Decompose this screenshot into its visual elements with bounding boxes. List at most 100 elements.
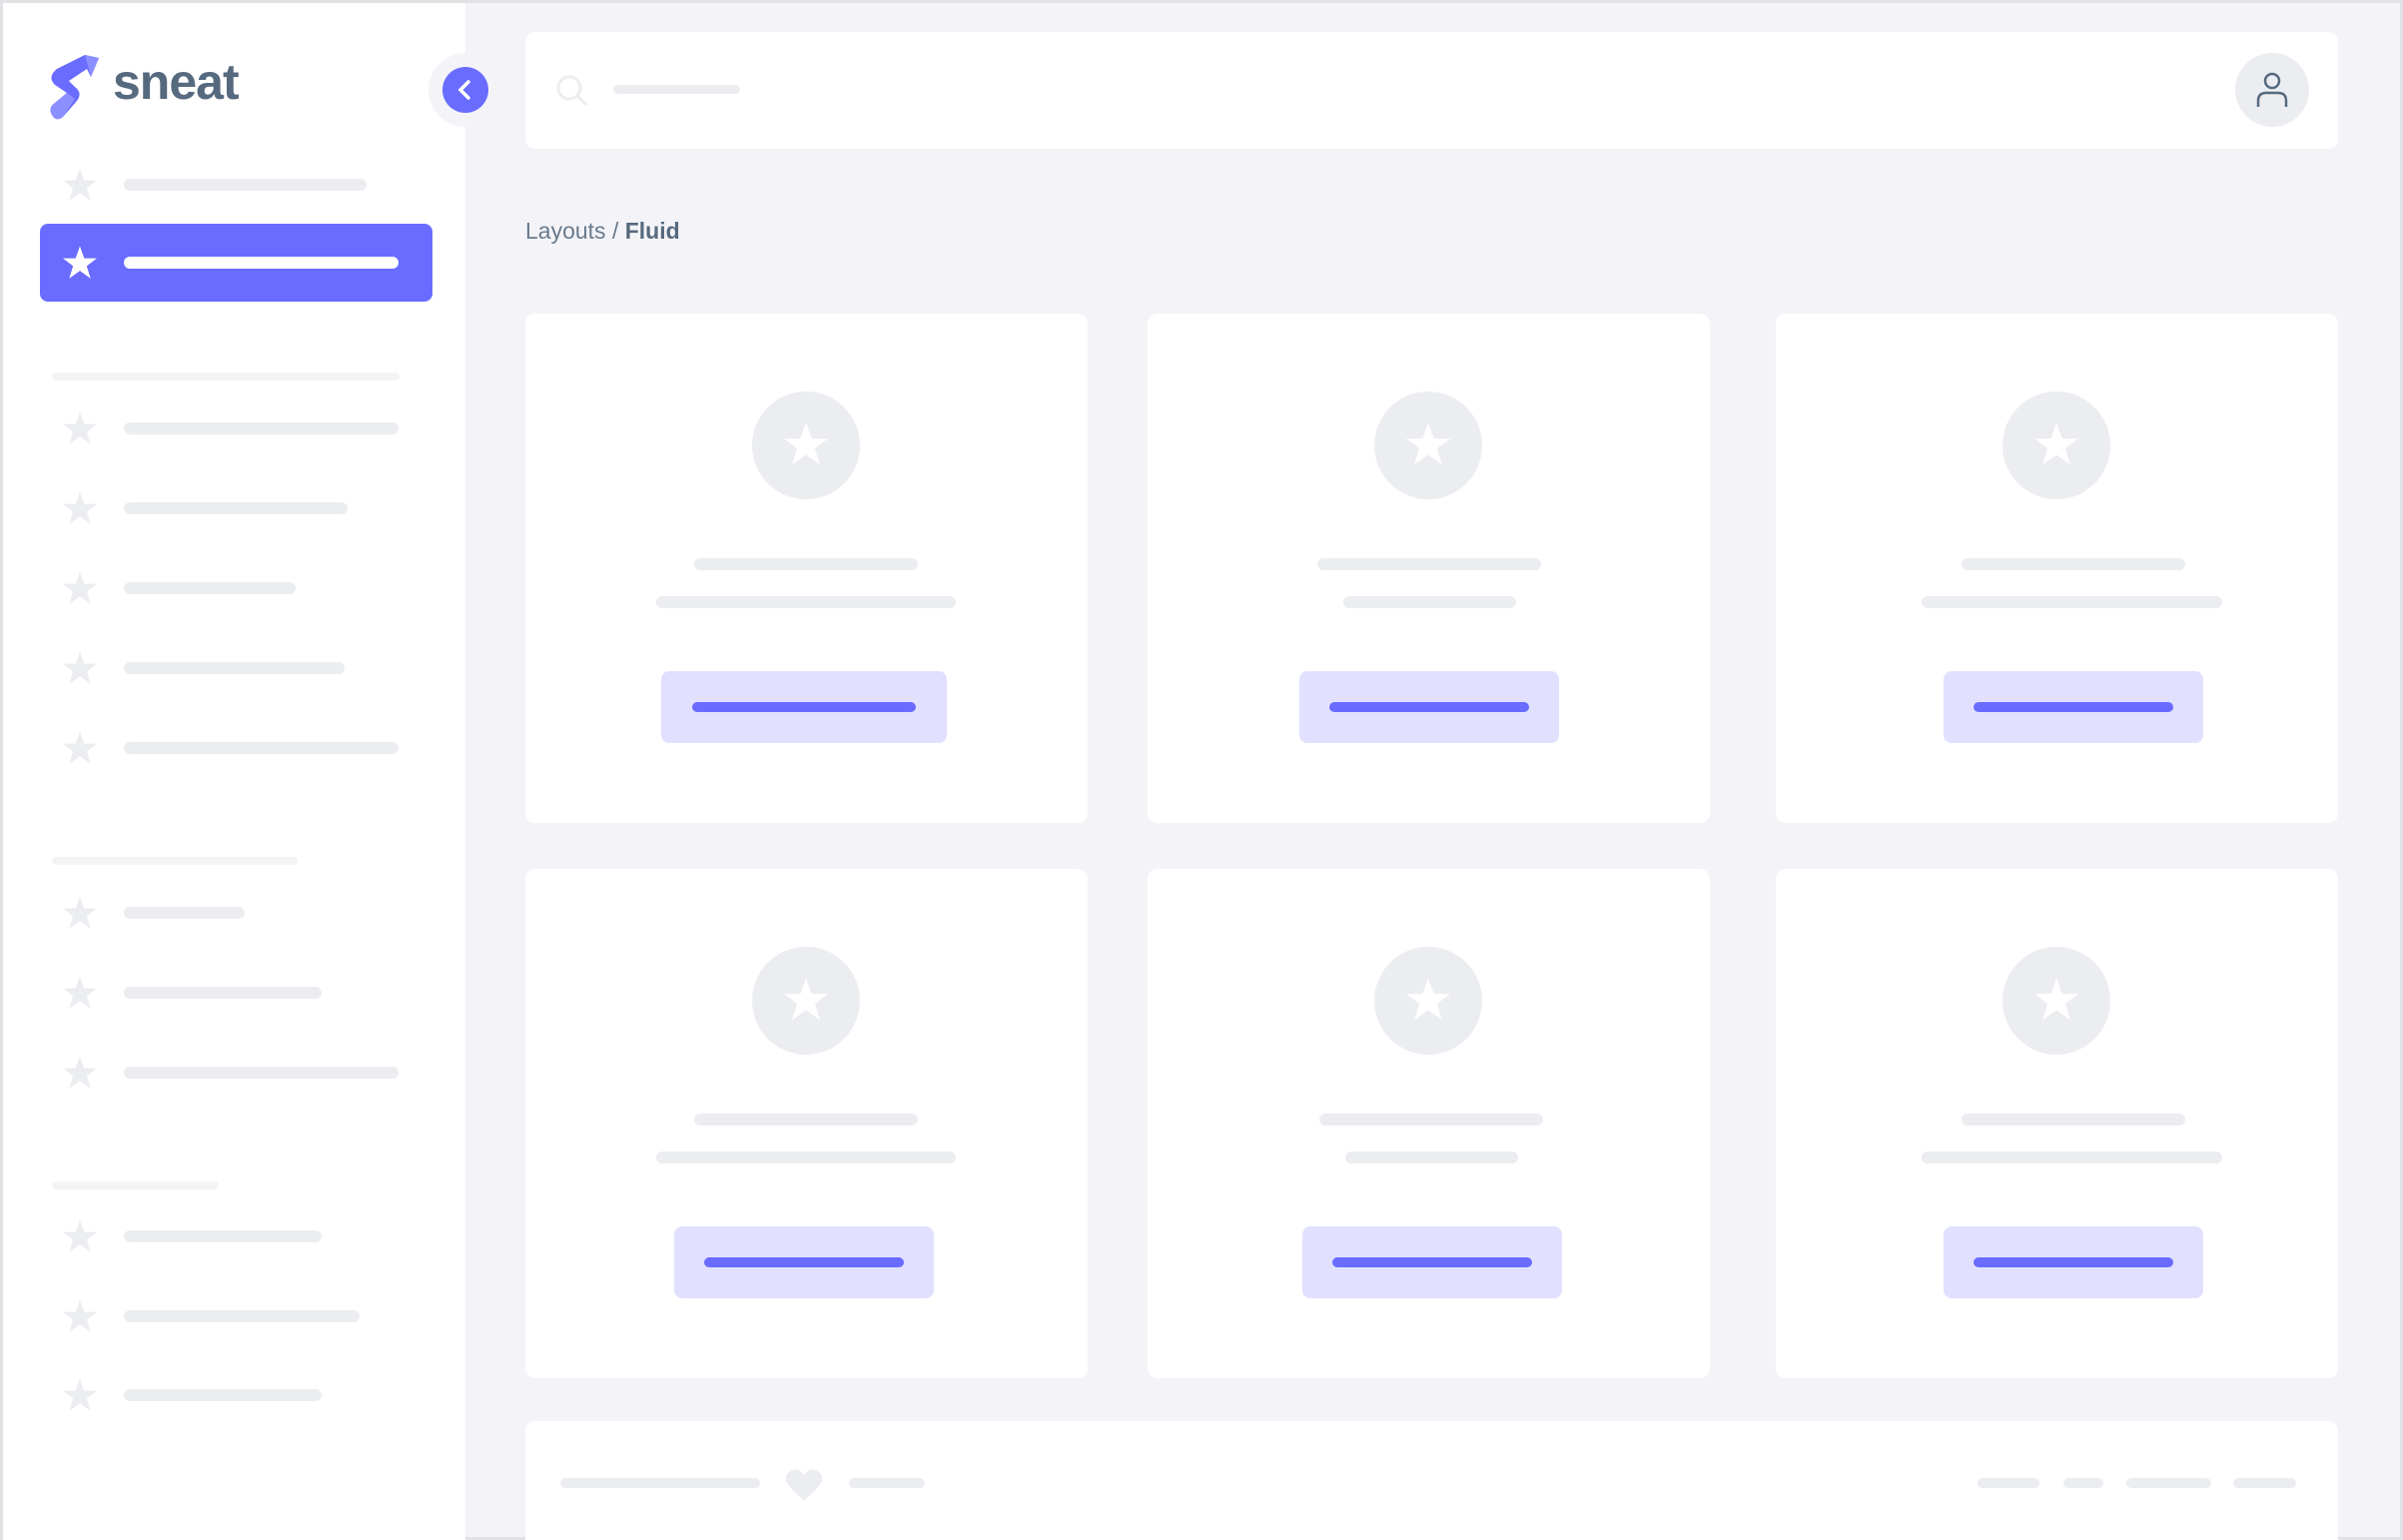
card <box>525 314 1088 823</box>
star-icon <box>60 974 100 1014</box>
search-input[interactable] <box>613 85 740 94</box>
card-icon <box>752 391 860 499</box>
sidebar-item[interactable] <box>40 874 432 952</box>
sidebar-item[interactable] <box>40 1277 432 1355</box>
footer-link[interactable] <box>2063 1478 2103 1488</box>
star-icon <box>1402 419 1454 471</box>
star-icon <box>60 729 100 769</box>
skeleton-line <box>124 1310 360 1322</box>
star-icon <box>60 244 100 284</box>
star-icon <box>60 409 100 449</box>
card-icon <box>1374 391 1482 499</box>
skeleton-line <box>124 907 245 919</box>
footer-link[interactable] <box>1978 1478 2039 1488</box>
star-icon <box>60 569 100 609</box>
skeleton-line <box>1922 596 2222 608</box>
star-icon <box>780 975 832 1027</box>
star-icon <box>60 166 100 206</box>
star-icon <box>60 649 100 689</box>
star-icon <box>2030 419 2082 471</box>
skeleton-line <box>124 742 399 754</box>
star-icon <box>60 1217 100 1257</box>
skeleton-line <box>694 1114 918 1126</box>
skeleton-line <box>124 1230 322 1242</box>
skeleton-line <box>124 1389 322 1401</box>
section-divider <box>52 373 400 381</box>
sidebar-item[interactable] <box>40 1197 432 1275</box>
skeleton-line <box>1317 558 1541 570</box>
star-icon <box>1402 975 1454 1027</box>
skeleton-line <box>656 1152 956 1163</box>
skeleton-line <box>124 1067 399 1079</box>
sidebar: sneat <box>3 3 465 1540</box>
breadcrumb: Layouts / Fluid <box>525 218 680 245</box>
star-icon <box>60 1376 100 1416</box>
sidebar-item[interactable] <box>40 469 432 547</box>
sidebar-item[interactable] <box>40 1034 432 1112</box>
star-icon <box>2030 975 2082 1027</box>
skeleton-line <box>1319 1114 1543 1126</box>
card-button[interactable] <box>1302 1226 1562 1298</box>
skeleton-line <box>124 582 296 594</box>
section-divider <box>52 857 298 865</box>
search-icon[interactable] <box>555 74 589 108</box>
section-divider <box>52 1181 219 1189</box>
card-icon <box>2002 391 2110 499</box>
top-navbar <box>525 32 2338 149</box>
card <box>1148 314 1710 823</box>
heart-icon <box>785 1469 823 1501</box>
footer <box>525 1421 2338 1540</box>
sidebar-item[interactable] <box>40 549 432 627</box>
sidebar-item[interactable] <box>40 389 432 467</box>
skeleton-line <box>849 1478 925 1488</box>
breadcrumb-current: Fluid <box>624 218 680 244</box>
chevron-left-icon <box>457 80 470 100</box>
skeleton-line <box>124 257 399 269</box>
sidebar-item[interactable] <box>40 709 432 787</box>
sidebar-item-active[interactable] <box>40 224 432 302</box>
sneat-logo-icon <box>47 49 103 128</box>
footer-link[interactable] <box>2233 1478 2296 1488</box>
user-avatar[interactable] <box>2235 53 2309 127</box>
card-button[interactable] <box>674 1226 934 1298</box>
collapse-sidebar-button[interactable] <box>442 67 488 113</box>
footer-link[interactable] <box>2126 1478 2211 1488</box>
card-button[interactable] <box>1944 671 2203 743</box>
sidebar-item[interactable] <box>40 954 432 1032</box>
breadcrumb-parent[interactable]: Layouts <box>525 218 606 244</box>
sidebar-item[interactable] <box>40 629 432 707</box>
card-icon <box>2002 947 2110 1055</box>
sidebar-item[interactable] <box>40 1356 432 1434</box>
skeleton-line <box>1343 596 1516 608</box>
skeleton-line <box>124 987 322 999</box>
card-button[interactable] <box>1944 1226 2203 1298</box>
skeleton-line <box>656 596 956 608</box>
star-icon <box>60 1297 100 1337</box>
skeleton-line <box>1345 1152 1518 1163</box>
skeleton-line <box>1962 1114 2185 1126</box>
breadcrumb-separator: / <box>605 218 625 244</box>
star-icon <box>60 489 100 529</box>
user-icon <box>2256 72 2288 107</box>
card-icon <box>1374 947 1482 1055</box>
star-icon <box>60 1054 100 1094</box>
skeleton-line <box>694 558 918 570</box>
skeleton-line <box>1962 558 2185 570</box>
star-icon <box>60 894 100 934</box>
card <box>1148 869 1710 1378</box>
skeleton-line <box>560 1478 760 1488</box>
skeleton-line <box>124 502 348 514</box>
star-icon <box>780 419 832 471</box>
card <box>525 869 1088 1378</box>
card <box>1776 869 2338 1378</box>
skeleton-line <box>1922 1152 2222 1163</box>
card <box>1776 314 2338 823</box>
skeleton-line <box>124 662 345 674</box>
skeleton-line <box>124 422 399 434</box>
card-button[interactable] <box>1299 671 1559 743</box>
brand-name: sneat <box>113 54 240 110</box>
skeleton-line <box>124 179 367 191</box>
sidebar-item[interactable] <box>40 146 432 224</box>
card-icon <box>752 947 860 1055</box>
card-button[interactable] <box>661 671 947 743</box>
